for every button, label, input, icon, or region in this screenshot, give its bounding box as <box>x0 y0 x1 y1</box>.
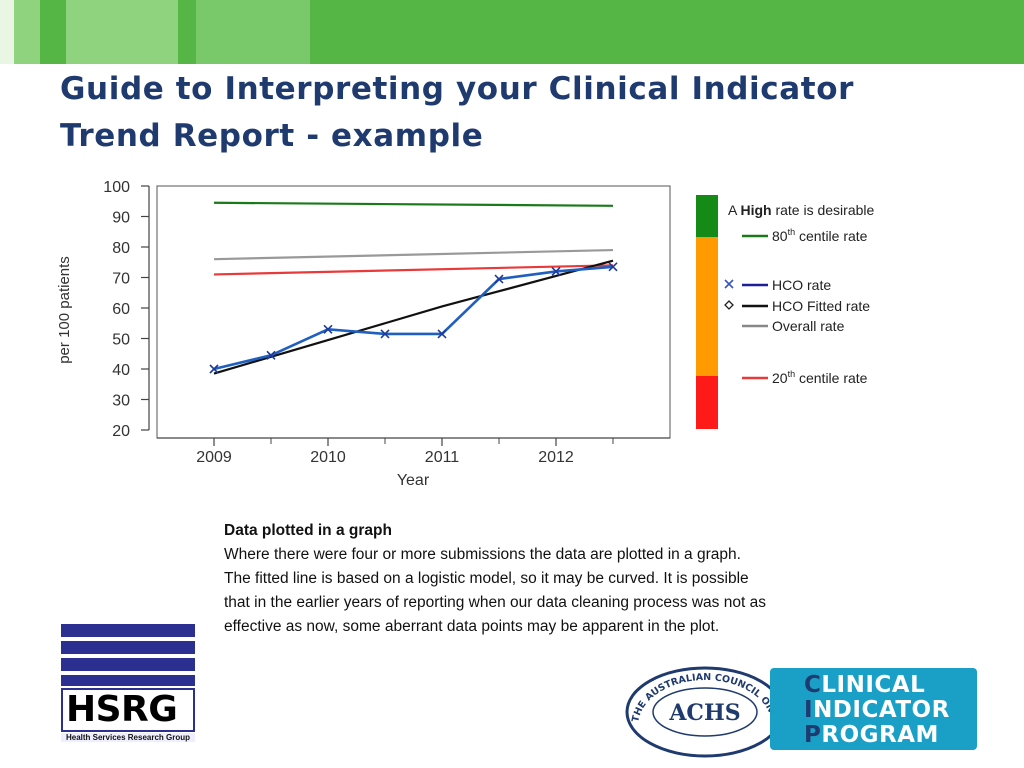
x-tick-label: 2009 <box>196 449 232 466</box>
hco-rate-point <box>209 364 219 374</box>
y-tick-label: 90 <box>112 210 130 227</box>
legend-item: 20th centile rate <box>742 369 868 386</box>
hsrg-stripe-4 <box>61 675 195 686</box>
y-tick-label: 60 <box>112 301 130 318</box>
slide-title: Guide to Interpreting your Clinical Indi… <box>60 66 960 160</box>
y-tick-label: 40 <box>112 362 130 379</box>
y-axis: 100 90 80 70 60 50 40 30 20 <box>103 179 150 440</box>
slide-title-line-1: Guide to Interpreting your Clinical Indi… <box>60 71 854 107</box>
hco-rate-point <box>380 329 390 339</box>
series-layer <box>209 201 618 375</box>
y-tick-label: 20 <box>112 423 130 440</box>
series-80th-centile-rate <box>213 201 614 207</box>
slide-title-line-2: Trend Report - example <box>60 118 484 154</box>
hsrg-logo: HSRG Health Services Research Group <box>58 624 198 748</box>
hco-rate-point <box>323 324 333 334</box>
x-axis: 2009 2010 2011 2012 <box>157 437 670 466</box>
legend-item: Overall rate <box>742 318 845 334</box>
legend-label: 80th centile rate <box>772 227 868 244</box>
y-tick-label: 80 <box>112 240 130 257</box>
y-axis-label: per 100 patients <box>56 256 73 364</box>
legend-item: HCO rate <box>724 277 831 293</box>
banner-block-2 <box>14 0 40 64</box>
achs-name: ACHS <box>668 700 740 726</box>
hco-rate-point <box>494 274 504 284</box>
description-heading: Data plotted in a graph <box>224 522 392 539</box>
hco-rate-point <box>551 266 561 276</box>
rate-band-3 <box>696 376 718 429</box>
banner-block-6 <box>196 0 310 64</box>
banner-block-1 <box>0 0 14 64</box>
achs-logo: THE AUSTRALIAN COUNCIL ON HEALTHCARE STA… <box>620 666 980 758</box>
y-tick-label: 30 <box>112 393 130 410</box>
header-banner <box>0 0 1024 64</box>
rate-bands: A High rate is desirable <box>696 195 875 429</box>
achs-seal: THE AUSTRALIAN COUNCIL ON HEALTHCARE STA… <box>620 666 785 758</box>
legend-item: HCO Fitted rate <box>724 298 870 314</box>
y-tick-label: 100 <box>103 179 130 196</box>
legend-item: 80th centile rate <box>742 227 868 244</box>
cip-panel: CLINICAL INDICATOR PROGRAM <box>770 668 977 750</box>
legend-label: 20th centile rate <box>772 369 868 386</box>
description-body: Where there were four or more submission… <box>224 546 766 635</box>
x-axis-label: Year <box>397 472 430 489</box>
hsrg-stripe-1 <box>61 624 195 637</box>
hco-rate-point <box>266 350 276 360</box>
legend-label: Overall rate <box>772 318 845 334</box>
rate-band-1 <box>696 195 718 237</box>
legend-label: HCO rate <box>772 277 831 293</box>
hsrg-stripe-3 <box>61 658 195 671</box>
plot-frame <box>156 185 671 439</box>
banner-block-4 <box>66 0 178 64</box>
trend-chart: 100 90 80 70 60 50 40 30 20 2009 2010 2011 2012 per… <box>56 179 875 489</box>
y-tick-label: 50 <box>112 332 130 349</box>
chart-legend: 80th centile rate HCO rate HCO Fitted rate… <box>724 227 870 386</box>
x-tick-label: 2011 <box>425 449 460 466</box>
legend-marker-diamond <box>724 300 734 310</box>
legend-label: HCO Fitted rate <box>772 298 870 314</box>
rate-band-2 <box>696 237 718 376</box>
cip-line-1: CLINICAL <box>804 672 926 698</box>
hsrg-box <box>61 688 195 732</box>
banner-block-5 <box>178 0 196 64</box>
banner-block-3 <box>40 0 66 64</box>
series-hco-rate <box>213 265 614 371</box>
hco-rate-point <box>437 329 447 339</box>
hco-rate-point <box>608 262 618 272</box>
series-hco-fitted-rate <box>213 259 614 375</box>
band-label: A High rate is desirable <box>728 202 875 218</box>
x-tick-label: 2012 <box>538 449 574 466</box>
hsrg-subtitle: Health Services Research Group <box>61 733 195 742</box>
cip-line-2: INDICATOR <box>804 697 950 723</box>
description-block: Data plotted in a graph Where there were… <box>224 519 769 639</box>
x-tick-label: 2010 <box>310 449 346 466</box>
y-tick-label: 70 <box>112 271 130 288</box>
cip-line-3: PROGRAM <box>804 722 939 748</box>
hsrg-stripe-2 <box>61 641 195 654</box>
series-overall-rate <box>213 248 614 261</box>
hsrg-name: HSRG <box>66 689 178 730</box>
series-20th-centile-rate <box>213 264 614 276</box>
